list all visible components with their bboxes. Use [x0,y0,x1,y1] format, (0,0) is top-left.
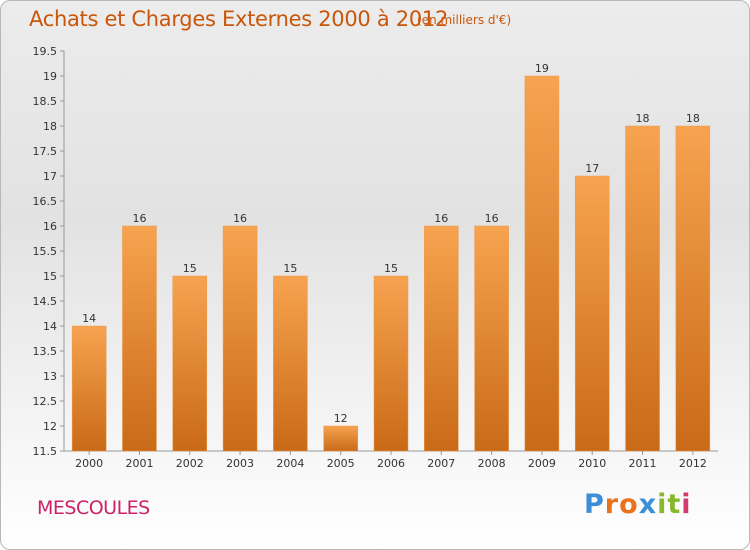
bar [323,425,358,452]
x-tick-label: 2006 [377,457,405,470]
x-tick-label: 2000 [75,457,103,470]
bar [273,275,308,452]
data-label: 14 [82,312,96,325]
y-tick-label: 11.5 [33,445,58,458]
data-label: 12 [334,412,348,425]
y-tick-label: 12 [43,420,57,433]
bar [625,125,660,452]
y-tick-label: 18.5 [33,95,58,108]
y-tick-label: 14 [43,320,57,333]
x-tick-label: 2002 [176,457,204,470]
chart-subtitle: (en milliers d'€) [417,13,512,27]
y-tick-label: 15 [43,270,57,283]
data-label: 16 [485,212,499,225]
x-tick-label: 2009 [528,457,556,470]
y-tick-label: 17.5 [33,145,58,158]
bar [122,225,157,452]
bar [474,225,509,452]
x-tick-label: 2010 [578,457,606,470]
y-tick-label: 19.5 [33,45,58,58]
bar [675,125,711,452]
x-tick-label: 2003 [226,457,254,470]
data-label: 18 [686,112,700,125]
y-tick-label: 17 [43,170,57,183]
bar [424,225,459,452]
x-tick-label: 2008 [478,457,506,470]
y-tick-label: 12.5 [33,395,58,408]
y-tick-label: 16.5 [33,195,58,208]
bar [71,325,107,452]
y-tick-label: 18 [43,120,57,133]
y-tick-label: 13.5 [33,345,58,358]
data-label: 15 [183,262,197,275]
data-label: 16 [434,212,448,225]
y-tick-label: 15.5 [33,245,58,258]
y-tick-label: 19 [43,70,57,83]
y-tick-label: 16 [43,220,57,233]
x-tick-label: 2004 [276,457,304,470]
bar [172,275,208,452]
x-tick-label: 2007 [427,457,455,470]
chart-title: Achats et Charges Externes 2000 à 2012 [29,7,449,31]
data-label: 17 [585,162,599,175]
x-tick-label: 2001 [125,457,153,470]
x-tick-label: 2005 [327,457,355,470]
y-tick-label: 13 [43,370,57,383]
bar [524,75,560,452]
x-tick-label: 2012 [679,457,707,470]
y-tick-label: 14.5 [33,295,58,308]
data-label: 16 [132,212,146,225]
data-label: 16 [233,212,247,225]
proxiti-logo[interactable]: Proxiti [584,489,692,520]
x-tick-label: 2011 [629,457,657,470]
data-label: 19 [535,62,549,75]
data-label: 15 [283,262,297,275]
commune-name: MESCOULES [37,497,150,519]
bar [574,175,610,452]
data-label: 18 [636,112,650,125]
bar [373,275,409,452]
data-label: 15 [384,262,398,275]
bar [222,225,258,452]
